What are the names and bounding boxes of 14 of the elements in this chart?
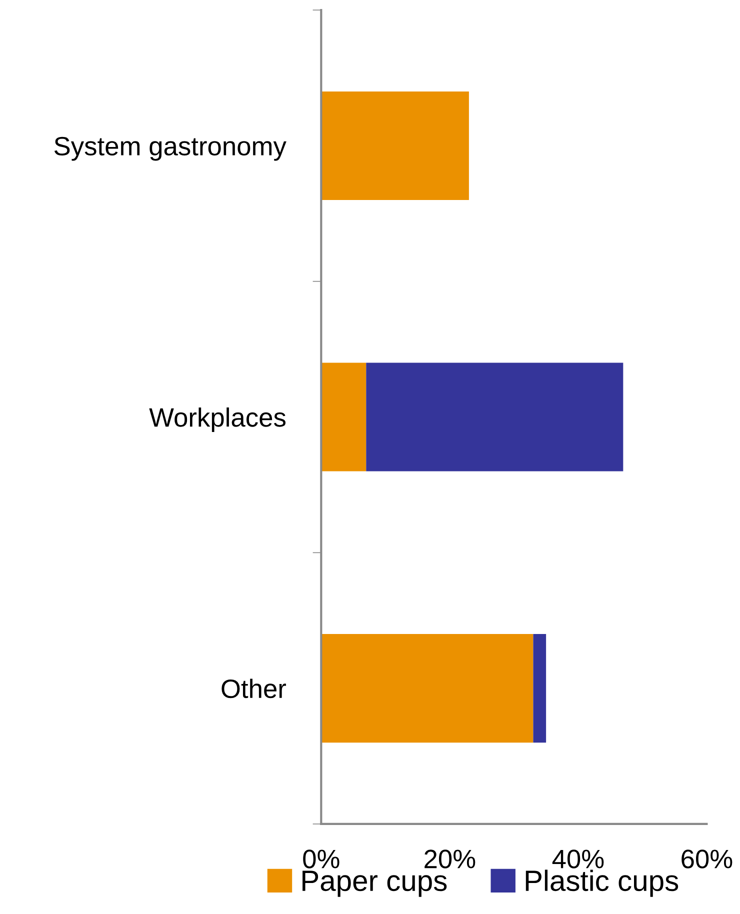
legend-label: Plastic cups: [526, 870, 678, 897]
bar: [321, 634, 534, 743]
bar: [366, 362, 624, 472]
legend-label: Paper cups: [302, 870, 447, 897]
bar: [321, 362, 366, 472]
y-tick-label: Other: [222, 678, 286, 698]
x-tick-label: 40%: [552, 850, 604, 868]
x-tick-label: 0%: [303, 850, 340, 868]
y-tick-label: System gastronomy: [54, 136, 286, 161]
x-tick-label: 60%: [682, 850, 732, 868]
x-tick-label: 20%: [424, 850, 476, 868]
bar: [533, 634, 546, 743]
y-tick-label: Workplaces: [149, 407, 286, 432]
bar: [321, 91, 469, 200]
